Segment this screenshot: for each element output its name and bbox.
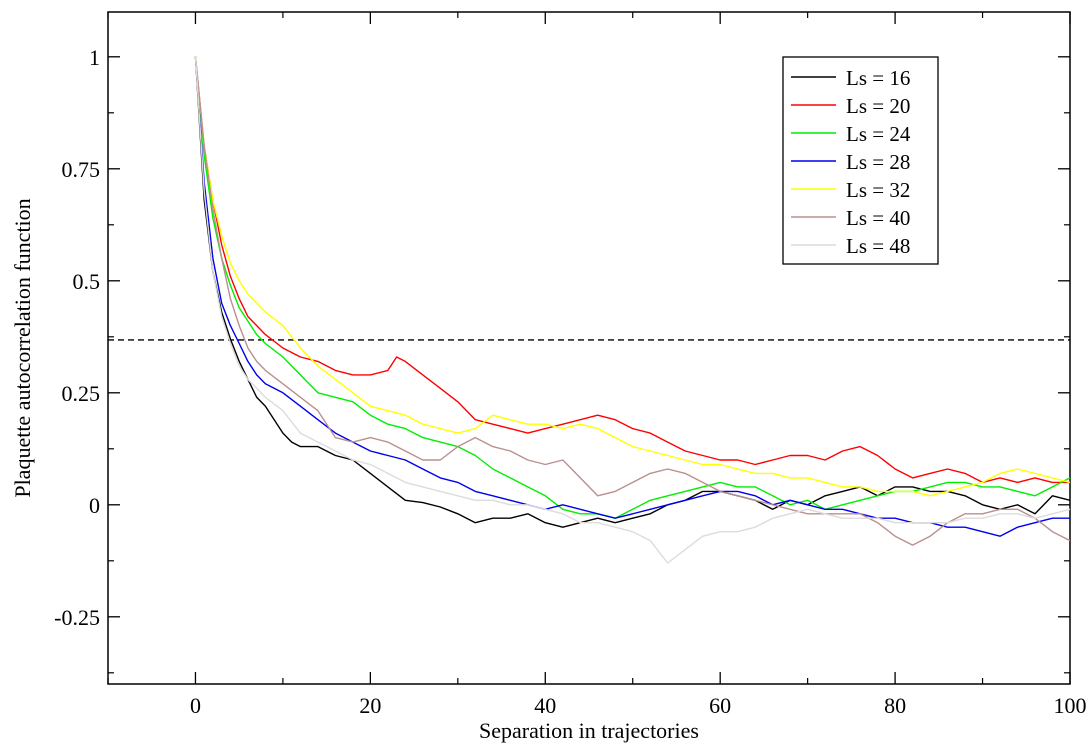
y-tick-label: 0 <box>89 493 100 518</box>
legend-label: Ls = 40 <box>846 206 910 230</box>
x-tick-label: 0 <box>190 693 201 718</box>
y-tick-label: 0.5 <box>73 269 101 294</box>
series-line-2 <box>194 56 1071 519</box>
x-tick-label: 60 <box>709 693 731 718</box>
x-tick-label: 40 <box>534 693 556 718</box>
legend-label: Ls = 24 <box>846 122 911 146</box>
series-line-5 <box>194 56 1071 546</box>
plot-frame <box>107 11 1071 685</box>
series-line-0 <box>194 56 1071 528</box>
series-lines <box>194 56 1071 564</box>
x-tick-label: 100 <box>1054 693 1087 718</box>
x-tick-label: 80 <box>884 693 906 718</box>
axis-ticks: 0 20 40 60 80 100 -0.25 0 0.25 0.5 0.75 1 <box>54 12 1087 718</box>
x-tick-label: 20 <box>359 693 381 718</box>
legend: Ls = 16 Ls = 20 Ls = 24 Ls = 28 Ls = 32 Ls = … <box>782 56 939 265</box>
y-axis-label: Plaquette autocorrelation function <box>10 198 35 497</box>
legend-label: Ls = 16 <box>846 66 910 90</box>
x-axis-label: Separation in trajectories <box>479 718 699 743</box>
y-tick-label: -0.25 <box>54 605 100 630</box>
series-line-3 <box>194 56 1070 537</box>
legend-label: Ls = 32 <box>846 178 910 202</box>
legend-label: Ls = 28 <box>846 150 910 174</box>
series-line-4 <box>194 56 1071 497</box>
series-line-1 <box>194 56 1070 484</box>
y-tick-label: 1 <box>89 45 100 70</box>
legend-label: Ls = 48 <box>846 234 910 258</box>
y-tick-label: 0.75 <box>62 157 101 182</box>
series-line-6 <box>194 56 1071 564</box>
legend-label: Ls = 20 <box>846 94 910 118</box>
y-tick-label: 0.25 <box>62 381 101 406</box>
